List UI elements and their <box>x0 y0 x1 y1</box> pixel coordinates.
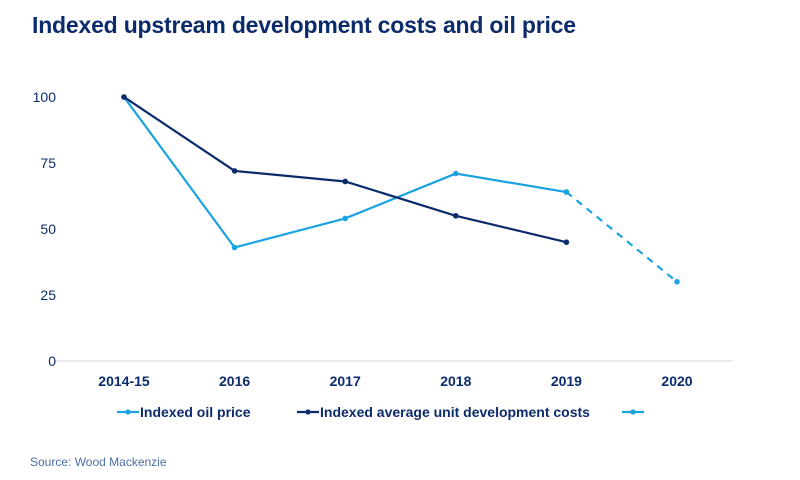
legend-swatch-marker <box>630 409 636 415</box>
series-line-2 <box>565 191 678 283</box>
y-tick-label: 100 <box>33 89 57 105</box>
y-tick-label: 50 <box>40 221 56 237</box>
x-tick-label: 2017 <box>330 373 361 389</box>
chart-title: Indexed upstream development costs and o… <box>32 12 576 38</box>
y-tick-label: 25 <box>40 287 56 303</box>
data-point <box>342 178 349 185</box>
data-point <box>563 239 570 245</box>
source-note: Source: Wood Mackenzie <box>30 455 167 469</box>
data-point <box>674 279 680 285</box>
series-line-0 <box>123 96 567 249</box>
legend-swatch-marker <box>305 409 311 415</box>
legend-label: Indexed average unit development costs <box>320 404 590 420</box>
y-tick-label: 75 <box>40 155 56 171</box>
legend-label: Indexed oil price <box>140 404 251 420</box>
x-tick-label: 2019 <box>551 373 582 389</box>
data-point <box>453 170 459 177</box>
x-tick-label: 2018 <box>440 373 471 389</box>
y-tick-label: 0 <box>48 353 56 369</box>
data-point <box>231 244 238 251</box>
x-tick-label: 2014-15 <box>98 373 150 389</box>
data-point <box>231 168 238 174</box>
x-tick-label: 2016 <box>219 373 250 389</box>
data-point <box>121 94 127 100</box>
legend-swatch-marker <box>125 409 131 415</box>
data-point <box>453 213 459 219</box>
data-point <box>342 215 349 222</box>
data-point <box>563 189 570 195</box>
x-tick-label: 2020 <box>661 373 692 389</box>
